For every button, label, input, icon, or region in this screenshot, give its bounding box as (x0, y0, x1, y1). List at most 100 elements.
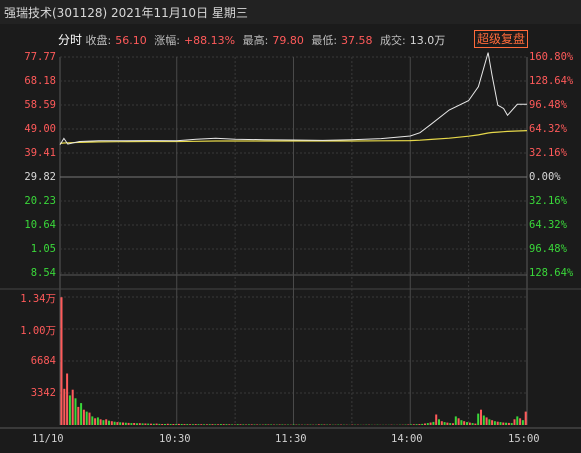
volume-bar (102, 420, 105, 425)
volume-bar (463, 421, 466, 425)
volume-bar (435, 414, 438, 425)
volume-bar (239, 424, 242, 425)
percent-tick-label: 64.32% (529, 123, 567, 135)
close-value: 56.10 (115, 34, 147, 47)
volume-bar (468, 422, 471, 425)
volume-tick-label: 6684 (30, 355, 56, 367)
volume-bar (516, 416, 519, 425)
volume-bar (438, 419, 440, 425)
volume-bar (466, 422, 468, 425)
volume-bar (457, 418, 460, 425)
volume-bar (452, 423, 454, 425)
volume-value: 13.0万 (409, 34, 446, 47)
volume-bar (281, 424, 284, 425)
volume-bar (191, 424, 194, 425)
price-tick-label: 10.64 (24, 219, 56, 231)
volume-bar (410, 424, 413, 425)
volume-bar (429, 422, 432, 425)
volume-bar (496, 421, 499, 425)
volume-bar (208, 424, 211, 425)
percent-tick-label: 128.64% (529, 267, 574, 279)
volume-bar (122, 422, 124, 425)
volume-bar (412, 424, 415, 425)
volume-bar (460, 420, 463, 425)
volume-bar (200, 424, 203, 425)
volume-bar (292, 424, 295, 425)
volume-bar (217, 424, 220, 425)
volume-bar (440, 421, 443, 425)
volume-bar (91, 416, 94, 425)
volume-bar (443, 422, 446, 425)
volume-bar (480, 409, 482, 425)
volume-bar (177, 423, 180, 425)
volume-bar (68, 395, 71, 425)
percent-tick-label: 128.64% (529, 75, 574, 87)
volume-bar (264, 424, 267, 425)
volume-bar (236, 424, 239, 425)
super-replay-button[interactable]: 超级复盘 (474, 30, 529, 48)
percent-tick-label: 64.32% (529, 219, 567, 231)
volume-bar (71, 389, 74, 425)
volume-bar (63, 388, 66, 425)
volume-bar (507, 422, 510, 425)
volume-bar (426, 423, 429, 425)
volume-bar (225, 424, 228, 425)
volume-bar (116, 422, 119, 425)
price-tick-label: 1.05 (30, 243, 56, 255)
volume-bar (513, 419, 516, 425)
volume-bar (222, 424, 225, 425)
volume-bar (169, 424, 172, 425)
price-tick-label: 49.00 (24, 123, 56, 135)
volume-bar (77, 406, 80, 425)
volume-bar (219, 424, 222, 425)
close-label: 收盘: (85, 34, 112, 47)
volume-bar (267, 424, 270, 425)
volume-bar (228, 424, 231, 425)
volume-bar (502, 422, 505, 425)
price-line (59, 52, 527, 146)
volume-bar (175, 424, 178, 425)
tab-intraday[interactable]: 分时 (58, 33, 83, 47)
volume-bar (320, 424, 323, 425)
price-tick-label: 58.59 (24, 99, 56, 111)
volume-bar (144, 423, 147, 425)
price-tick-label: 20.23 (24, 195, 56, 207)
volume-bar (247, 424, 250, 425)
volume-bar (124, 422, 127, 425)
volume-bar (183, 424, 186, 425)
change-label: 涨幅: (154, 34, 180, 47)
volume-bar (166, 423, 169, 425)
volume-bar (471, 423, 474, 425)
price-tick-label: 8.54 (30, 267, 56, 279)
volume-bar (432, 421, 435, 425)
high-label: 最高: (242, 34, 269, 47)
volume-bar (256, 424, 259, 425)
volume-bar (150, 423, 152, 425)
volume-bar (127, 422, 130, 425)
volume-bar (211, 424, 214, 425)
volume-bar (231, 424, 234, 425)
price-tick-label: 29.82 (24, 171, 56, 183)
volume-bar (407, 424, 410, 425)
volume-bar (74, 398, 77, 425)
time-tick-label: 15:00 (508, 433, 540, 445)
volume-bar (130, 423, 133, 425)
volume-bar (147, 423, 150, 425)
volume-bar (152, 423, 155, 425)
volume-bar (524, 411, 527, 425)
volume-bar (521, 420, 524, 425)
volume-bar (82, 409, 85, 425)
volume-bar (136, 423, 138, 425)
volume-bar (108, 420, 110, 425)
volume-bar (85, 411, 88, 425)
high-value: 79.80 (272, 34, 304, 47)
volume-bar (99, 419, 102, 425)
volume-bar (449, 423, 452, 425)
volume-tick-label: 1.34万 (20, 293, 56, 305)
volume-bar (519, 418, 522, 425)
volume-bar (119, 422, 122, 425)
volume-bar (250, 424, 253, 425)
volume-label: 成交: (380, 34, 406, 47)
volume-bar (415, 424, 418, 425)
